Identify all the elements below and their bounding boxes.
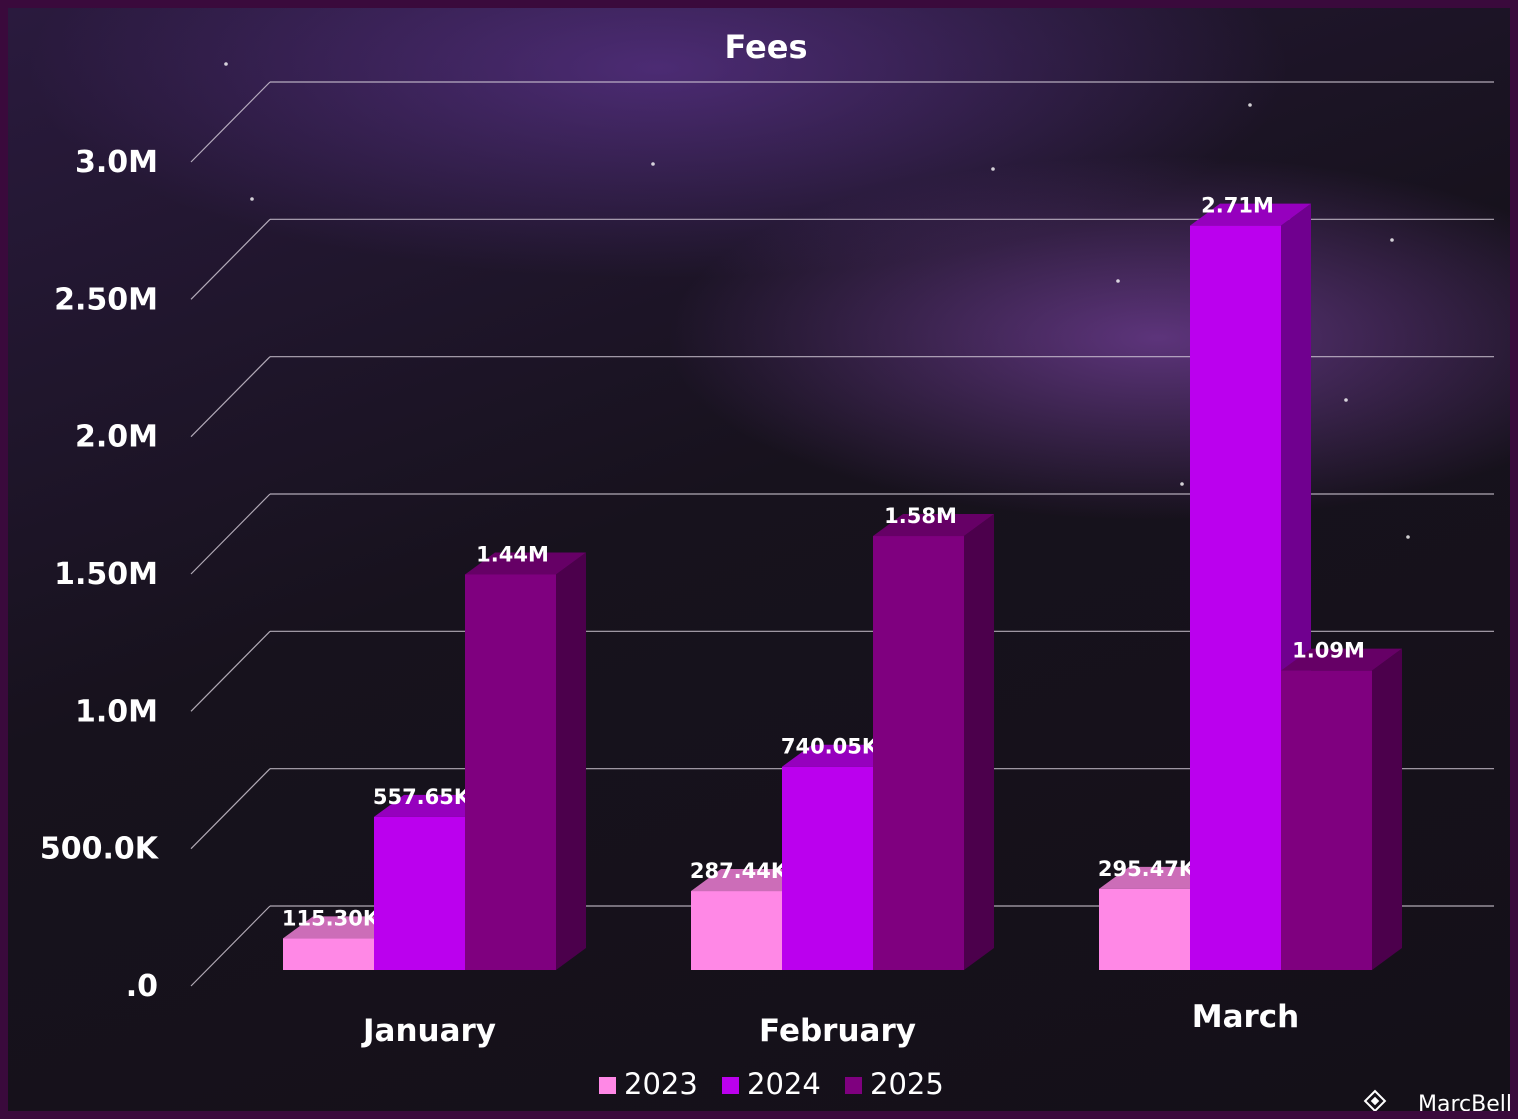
bar-top bbox=[374, 794, 495, 817]
data-label: 740.05K bbox=[781, 735, 879, 759]
gridline-diagonal bbox=[190, 356, 271, 438]
gridline-diagonal bbox=[190, 905, 271, 987]
star bbox=[1390, 238, 1394, 242]
data-label: 1.44M bbox=[476, 542, 549, 566]
bar bbox=[1190, 225, 1281, 971]
star bbox=[991, 167, 995, 171]
bar-2025-march: 1.09M bbox=[1281, 639, 1402, 970]
y-tick-label: 1.0M bbox=[75, 694, 158, 729]
bar bbox=[465, 574, 556, 970]
watermark-text: MarcBell bbox=[1418, 1092, 1512, 1117]
y-tick-label: 2.0M bbox=[75, 420, 158, 455]
bar-side bbox=[556, 552, 586, 970]
legend-label: 2024 bbox=[747, 1067, 821, 1101]
bar-2025-january: 1.44M bbox=[465, 542, 586, 970]
bar-2023-january: 115.30K bbox=[282, 906, 404, 970]
legend-swatch bbox=[845, 1077, 862, 1094]
chart-title: Fees bbox=[724, 28, 807, 66]
bar bbox=[283, 938, 374, 970]
bar-top bbox=[465, 552, 586, 575]
y-tick-label: 500.0K bbox=[40, 832, 160, 867]
fees-bar-chart: Fees .0 500.0K 1.0M 1.50M 2.0M 2.50M 3.0M 115.… bbox=[40, 28, 1512, 1117]
background-stars bbox=[224, 62, 1410, 539]
star bbox=[1406, 535, 1410, 539]
y-axis: .0 500.0K 1.0M 1.50M 2.0M 2.50M 3.0M bbox=[40, 145, 160, 1004]
star bbox=[1116, 279, 1120, 283]
gridline-diagonal bbox=[190, 768, 271, 850]
bar-top bbox=[1099, 866, 1220, 889]
gridline-diagonal bbox=[190, 81, 271, 163]
bar-top bbox=[873, 514, 994, 537]
gridline-diagonal bbox=[190, 493, 271, 575]
bar bbox=[691, 891, 782, 970]
bars: 115.30K 557.65K 1.44M 287.44K 740.05K 1.58M 29… bbox=[282, 194, 1402, 971]
bar-top bbox=[283, 916, 404, 939]
legend: 2023 2024 2025 bbox=[599, 1067, 944, 1101]
data-label: 1.58M bbox=[884, 504, 957, 528]
star bbox=[1248, 103, 1252, 107]
gridline-diagonal bbox=[190, 630, 271, 712]
star bbox=[1180, 482, 1184, 486]
y-tick-label: 1.50M bbox=[54, 557, 158, 592]
x-tick-label: February bbox=[759, 1013, 916, 1049]
bar bbox=[1099, 888, 1190, 970]
legend-label: 2023 bbox=[624, 1067, 698, 1101]
legend-swatch bbox=[722, 1077, 739, 1094]
data-label: 1.09M bbox=[1292, 639, 1365, 663]
bar-2025-february: 1.58M bbox=[873, 504, 994, 970]
star bbox=[224, 62, 228, 66]
bar bbox=[873, 536, 964, 970]
star bbox=[651, 162, 655, 166]
legend-label: 2025 bbox=[870, 1067, 944, 1101]
watermark: MarcBell bbox=[1363, 1089, 1512, 1117]
bar-side bbox=[964, 514, 994, 970]
star bbox=[1344, 398, 1348, 402]
bar-top bbox=[1281, 648, 1402, 671]
star bbox=[250, 197, 254, 201]
x-axis: January February March bbox=[361, 999, 1299, 1049]
bar-top bbox=[1190, 203, 1311, 226]
bar-side bbox=[1372, 648, 1402, 970]
bar bbox=[782, 766, 873, 970]
y-tick-label: 2.50M bbox=[54, 282, 158, 317]
x-tick-label: March bbox=[1192, 999, 1300, 1035]
data-label: 557.65K bbox=[373, 785, 471, 809]
data-label: 115.30K bbox=[282, 906, 380, 930]
bar-top bbox=[782, 744, 903, 767]
gridline-diagonal bbox=[190, 218, 271, 300]
data-label: 2.71M bbox=[1201, 194, 1274, 218]
bar-top bbox=[691, 869, 812, 892]
data-label: 295.47K bbox=[1098, 857, 1196, 881]
bar bbox=[1281, 670, 1372, 970]
watermark-logo-icon bbox=[1363, 1089, 1387, 1111]
y-tick-label: .0 bbox=[126, 969, 158, 1004]
x-tick-label: January bbox=[361, 1013, 496, 1049]
y-tick-label: 3.0M bbox=[75, 145, 158, 180]
data-label: 287.44K bbox=[690, 859, 788, 883]
bar bbox=[374, 816, 465, 970]
legend-swatch bbox=[599, 1077, 616, 1094]
